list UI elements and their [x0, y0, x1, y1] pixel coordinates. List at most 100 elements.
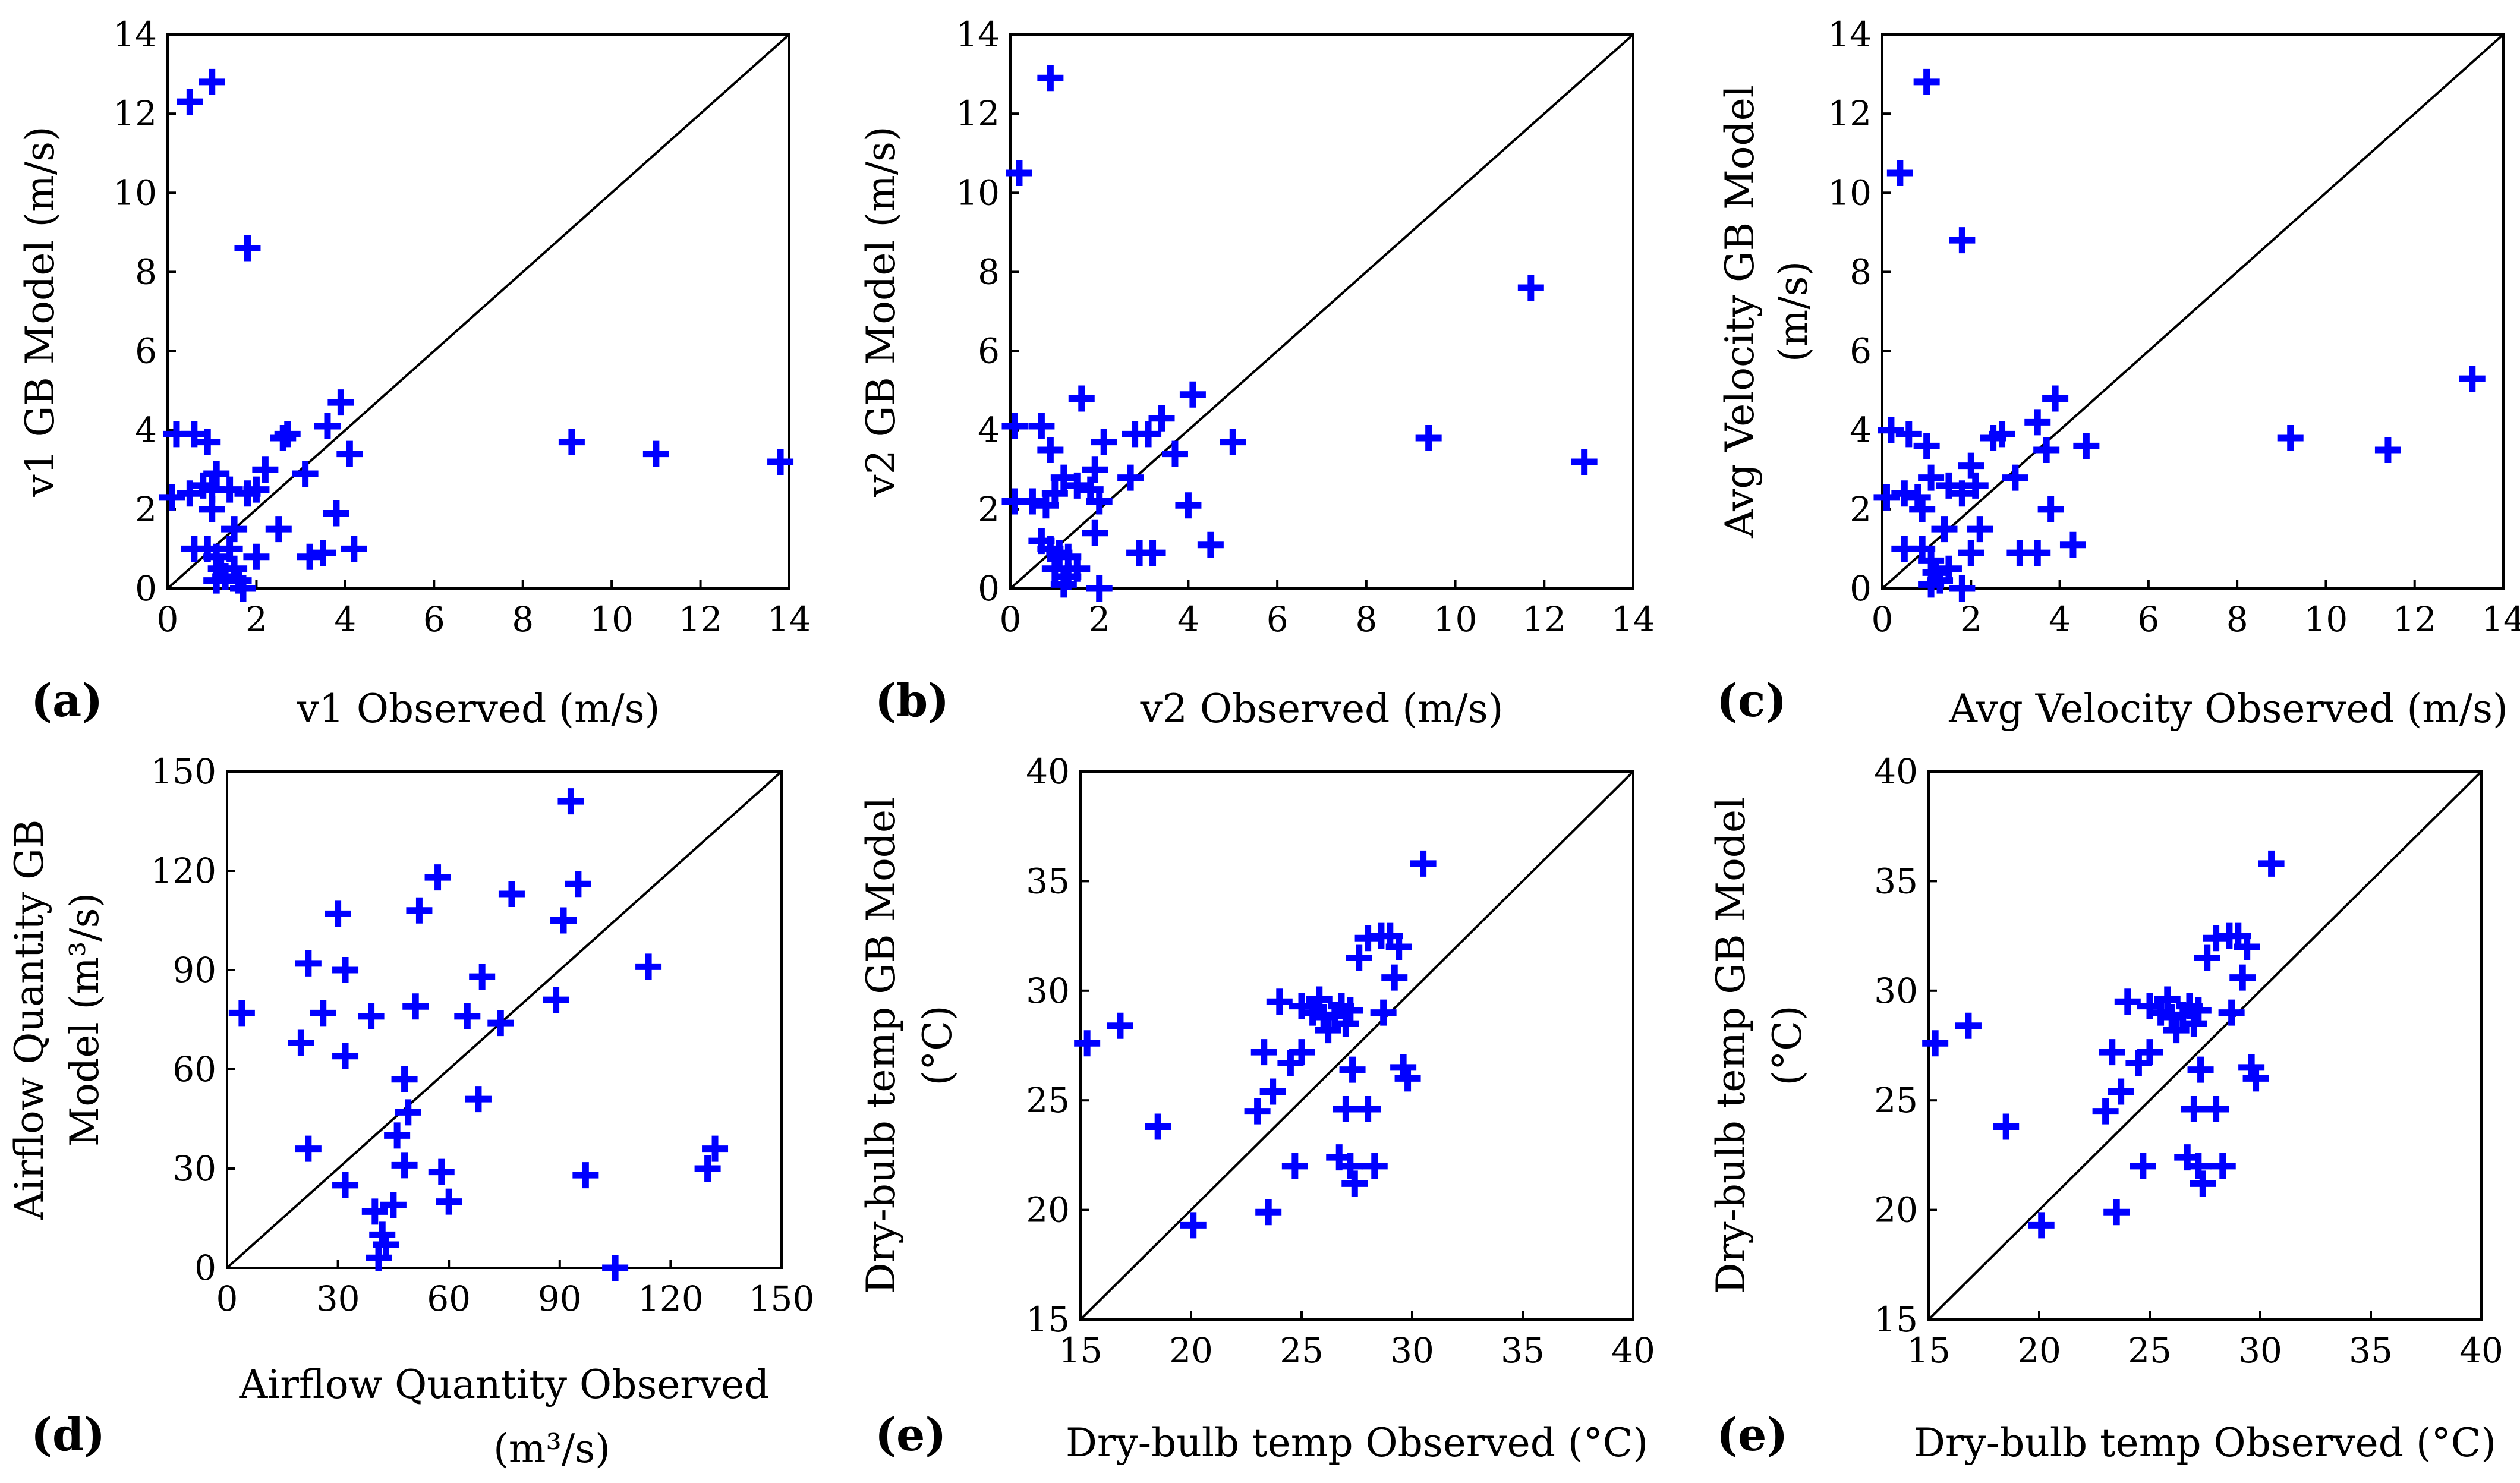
x-tick-label: 14 — [1611, 599, 1655, 640]
y-tick-label: 15 — [1026, 1299, 1070, 1340]
data-point — [181, 421, 207, 448]
data-point — [2099, 1039, 2125, 1066]
data-point — [1180, 1212, 1207, 1239]
data-point — [2103, 1199, 2130, 1226]
data-point — [1370, 999, 1397, 1026]
data-point — [177, 480, 203, 507]
data-point — [1886, 160, 1913, 186]
data-point — [1922, 1030, 1949, 1057]
y-tick-label: 0 — [135, 568, 157, 609]
x-tick-label: 2 — [1960, 599, 1982, 640]
data-point — [1361, 1153, 1388, 1179]
data-point — [2130, 1153, 2156, 1179]
reference-line — [1009, 33, 1634, 590]
y-tick-label: 6 — [1850, 331, 1872, 371]
data-point — [1339, 1056, 1366, 1083]
data-point — [2229, 964, 2256, 991]
data-point — [1255, 1199, 1282, 1226]
data-point — [1918, 464, 1945, 491]
data-point — [1001, 413, 1028, 440]
data-point — [1082, 519, 1108, 546]
y-tick-label: 8 — [978, 251, 1000, 292]
data-point — [1179, 381, 1206, 408]
x-tick-label: 4 — [334, 599, 356, 640]
data-point — [288, 1029, 314, 1056]
data-point — [332, 957, 359, 983]
y-axis-label-line2: Model (m³/s) — [62, 893, 108, 1147]
data-point — [572, 1162, 599, 1189]
x-tick-label: 4 — [2049, 599, 2071, 640]
data-point — [1281, 1153, 1308, 1179]
data-point — [327, 389, 354, 416]
data-point — [2073, 433, 2100, 459]
y-tick-label: 40 — [1026, 751, 1070, 792]
x-tick-label: 10 — [590, 599, 634, 640]
data-point — [2374, 437, 2401, 463]
data-point — [642, 440, 669, 467]
data-point — [1337, 997, 1363, 1024]
data-point — [1918, 571, 1945, 598]
x-tick-label: 0 — [1000, 599, 1022, 640]
data-point — [391, 1066, 418, 1092]
data-point — [558, 429, 585, 455]
data-point — [1019, 488, 1046, 515]
data-point — [1381, 964, 1408, 991]
panel-label: (e) — [875, 1408, 946, 1461]
data-point — [323, 500, 349, 527]
x-tick-label: 25 — [1280, 1330, 1324, 1371]
data-point — [498, 880, 525, 907]
data-point — [1346, 944, 1372, 971]
panel-e2: 15 20 25 30 35 40 15 20 25 30 35 40 Dry-bulb temp Ob… — [1708, 751, 2503, 1466]
data-point — [230, 575, 257, 602]
data-point — [702, 1135, 729, 1162]
data-point — [2218, 999, 2245, 1026]
data-point — [428, 1158, 455, 1185]
data-point — [228, 1000, 255, 1027]
data-point — [2185, 997, 2212, 1024]
y-axis-label: Avg Velocity GB Model — [1717, 85, 1763, 539]
data-point — [1028, 413, 1055, 440]
x-tick-label: 120 — [638, 1279, 704, 1319]
x-tick-label: 30 — [316, 1279, 360, 1319]
x-tick-label: 15 — [1059, 1330, 1102, 1371]
data-point — [1086, 575, 1113, 602]
data-point — [1064, 472, 1091, 499]
x-tick-label: 4 — [1177, 599, 1199, 640]
data-point — [310, 540, 336, 566]
data-point — [1895, 421, 1922, 448]
x-tick-label: 8 — [1355, 599, 1377, 640]
data-point — [1341, 1170, 1368, 1197]
data-point — [1949, 227, 1976, 254]
data-point — [199, 68, 225, 95]
x-tick-label: 6 — [423, 599, 445, 640]
data-point — [2033, 437, 2060, 463]
reference-line — [1927, 770, 2483, 1321]
data-point — [1962, 472, 1989, 499]
x-tick-label: 20 — [1169, 1330, 1213, 1371]
x-tick-label: 20 — [2017, 1330, 2061, 1371]
x-tick-label: 14 — [767, 599, 811, 640]
data-point — [2059, 531, 2086, 558]
data-point — [361, 1198, 388, 1225]
x-tick-label: 0 — [216, 1279, 238, 1319]
panel-d: 0 30 60 90 120 150 0 30 60 90 120 150 Airflow Quanti… — [7, 751, 814, 1472]
data-point — [1935, 555, 1962, 582]
data-point — [2277, 425, 2304, 452]
data-point — [336, 440, 363, 467]
data-point — [424, 864, 451, 891]
y-tick-label: 150 — [150, 751, 216, 792]
y-tick-label: 14 — [956, 14, 1000, 55]
data-point — [373, 1232, 399, 1258]
data-point — [1873, 484, 1900, 511]
data-point — [1041, 480, 1068, 507]
y-tick-label: 35 — [1874, 861, 1918, 901]
data-point — [292, 460, 319, 487]
y-axis-label-line2: (m/s) — [1771, 261, 1816, 362]
x-tick-label: 15 — [1907, 1330, 1951, 1371]
y-tick-label: 10 — [956, 172, 1000, 213]
data-point — [2024, 540, 2051, 566]
data-point — [1993, 1113, 2020, 1140]
y-tick-label: 4 — [135, 410, 157, 451]
data-point — [694, 1155, 721, 1182]
